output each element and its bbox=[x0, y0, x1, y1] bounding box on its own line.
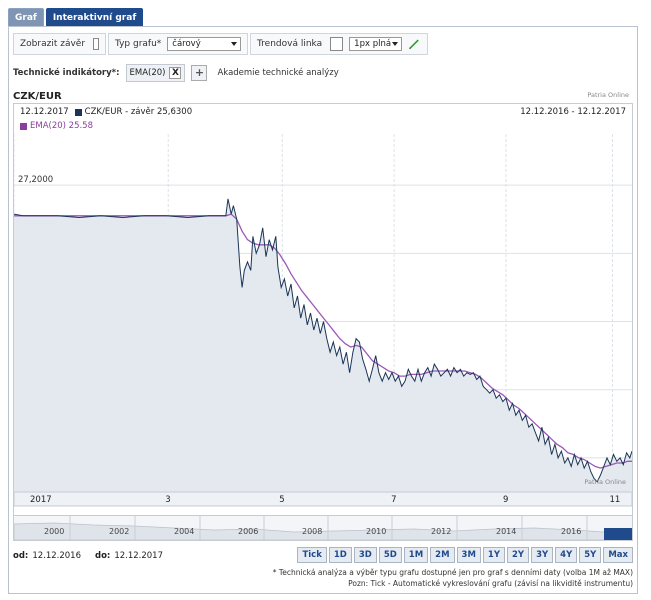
x-tick-label: 5 bbox=[279, 495, 284, 505]
x-tick-label: 11 bbox=[609, 495, 620, 505]
controls-row: Zobrazit závěr Typ grafu* čárový Trendov… bbox=[9, 33, 637, 55]
range-button-1d[interactable]: 1D bbox=[328, 547, 352, 563]
range-button-5y[interactable]: 5Y bbox=[579, 547, 602, 563]
indicator-chip-ema: EMA(20) X bbox=[125, 64, 186, 82]
show-close-label: Zobrazit závěr bbox=[20, 39, 86, 49]
legend-ema: EMA(20) 25.58 bbox=[20, 121, 93, 131]
to-date[interactable]: 12.12.2017 bbox=[114, 551, 163, 561]
overview-year-label: 2014 bbox=[496, 527, 516, 536]
date-range-inputs: od: 12.12.2016 do: 12.12.2017 bbox=[13, 551, 177, 561]
range-button-3y[interactable]: 3Y bbox=[531, 547, 554, 563]
overview-year-label: 2016 bbox=[561, 527, 581, 536]
legend-ema-swatch bbox=[20, 122, 27, 130]
indicator-chip-label: EMA(20) bbox=[129, 68, 166, 78]
chart-type-select[interactable]: čárový bbox=[167, 37, 241, 51]
tab-interactive-chart[interactable]: Interaktivní graf bbox=[45, 8, 144, 28]
show-close-group: Zobrazit závěr bbox=[13, 33, 106, 55]
range-button-1y[interactable]: 1Y bbox=[482, 547, 505, 563]
range-button-5d[interactable]: 5D bbox=[378, 547, 402, 563]
from-label: od: bbox=[13, 551, 29, 561]
range-button-1m[interactable]: 1M bbox=[403, 547, 429, 563]
overview-year-label: 2010 bbox=[366, 527, 386, 536]
trend-line-group: Trendová linka 1px plná bbox=[250, 33, 428, 55]
tab-bar: Graf Interaktivní graf bbox=[8, 8, 145, 28]
overview-year-label: 2008 bbox=[302, 527, 322, 536]
x-tick-label: 2017 bbox=[30, 495, 52, 505]
chart-type-label: Typ grafu* bbox=[115, 39, 162, 49]
currency-pair-title: CZK/EUR bbox=[13, 91, 62, 102]
chart-panel: Zobrazit závěr Typ grafu* čárový Trendov… bbox=[8, 26, 638, 594]
add-indicator-button[interactable]: + bbox=[191, 65, 208, 81]
source-label: Patria Online bbox=[587, 91, 629, 99]
x-tick-label: 7 bbox=[391, 495, 396, 505]
range-buttons: Tick 1D 3D 5D 1M 2M 3M 1Y 2Y 3Y 4Y 5Y Max bbox=[295, 547, 633, 563]
legend-date: 12.12.2017 bbox=[20, 107, 69, 117]
legend-ema-label: EMA(20) 25.58 bbox=[30, 121, 94, 131]
range-button-tick[interactable]: Tick bbox=[297, 547, 327, 563]
y-tick-label: 27,2000 bbox=[18, 175, 53, 185]
indicators-label: Technické indikátory*: bbox=[13, 68, 120, 78]
remove-indicator-button[interactable]: X bbox=[169, 67, 182, 79]
range-button-2m[interactable]: 2M bbox=[430, 547, 455, 563]
footnotes: * Technická analýza a výběr typu grafu d… bbox=[273, 567, 633, 589]
chart-type-value: čárový bbox=[172, 39, 201, 49]
price-line bbox=[14, 198, 632, 483]
range-button-2y[interactable]: 2Y bbox=[507, 547, 530, 563]
tab-graf[interactable]: Graf bbox=[8, 8, 44, 28]
overview-year-label: 2012 bbox=[431, 527, 451, 536]
trend-line-style-select[interactable]: 1px plná bbox=[349, 37, 403, 51]
range-button-4y[interactable]: 4Y bbox=[555, 547, 578, 563]
trend-line-color-swatch[interactable] bbox=[330, 37, 344, 51]
trend-line-label: Trendová linka bbox=[257, 39, 323, 49]
legend-price-swatch bbox=[74, 108, 82, 116]
price-area bbox=[14, 198, 632, 493]
overview-year-label: 2000 bbox=[44, 527, 64, 536]
range-button-3m[interactable]: 3M bbox=[456, 547, 481, 563]
overview-navigator[interactable]: 2000 2002 2004 2006 2008 2010 2012 2014 2016 bbox=[13, 515, 633, 541]
overview-silhouette bbox=[14, 522, 632, 540]
chart-type-group: Typ grafu* čárový bbox=[108, 33, 248, 55]
footnote-analysis: * Technická analýza a výběr typu grafu d… bbox=[272, 568, 633, 577]
to-label: do: bbox=[95, 551, 111, 561]
x-axis-band bbox=[14, 491, 632, 507]
overview-chart[interactable]: 2000 2002 2004 2006 2008 2010 2012 2014 2016 bbox=[14, 516, 632, 540]
ema-line bbox=[14, 213, 632, 469]
footnote-tick: Pozn: Tick - Automatické vykreslování gr… bbox=[348, 579, 633, 588]
legend-price-label: CZK/EUR - závěr 25,6300 bbox=[84, 107, 193, 117]
from-date[interactable]: 12.12.2016 bbox=[32, 551, 81, 561]
x-tick-label: 3 bbox=[165, 495, 170, 505]
range-button-max[interactable]: Max bbox=[603, 547, 633, 563]
chevron-down-icon bbox=[392, 42, 399, 46]
overview-year-label: 2006 bbox=[238, 527, 258, 536]
source-label-bottom: Patria Online bbox=[584, 478, 626, 486]
main-chart-frame[interactable]: 12.12.2017 CZK/EUR - závěr 25,6300 EMA(2… bbox=[13, 103, 633, 521]
date-range-label: 12.12.2016 - 12.12.2017 bbox=[520, 107, 626, 117]
pencil-icon[interactable] bbox=[408, 36, 421, 52]
overview-selection[interactable] bbox=[604, 528, 632, 540]
x-tick-label: 9 bbox=[503, 495, 508, 505]
range-button-3d[interactable]: 3D bbox=[353, 547, 377, 563]
overview-year-label: 2004 bbox=[174, 527, 194, 536]
legend-price: 12.12.2017 CZK/EUR - závěr 25,6300 bbox=[20, 107, 192, 117]
overview-year-label: 2002 bbox=[109, 527, 129, 536]
show-close-checkbox[interactable] bbox=[93, 38, 99, 50]
price-chart[interactable]: 27,200026,800026,400026,000025,600020173… bbox=[14, 134, 632, 520]
indicators-row: Technické indikátory*: EMA(20) X + Akade… bbox=[13, 63, 339, 83]
chevron-down-icon bbox=[231, 42, 237, 46]
trend-line-style-value: 1px plná bbox=[354, 39, 392, 49]
academy-link[interactable]: Akademie technické analýzy bbox=[217, 68, 339, 78]
